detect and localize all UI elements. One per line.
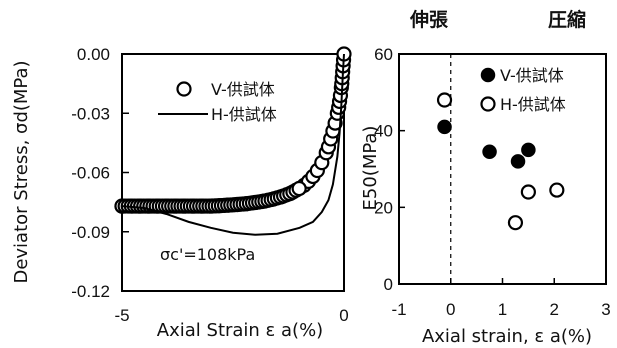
right-x-tick-label: 0 [446,300,455,319]
right-y-tick-label: 0 [384,275,393,294]
right-chart: 0 20 40 60 -1 0 1 2 3 伸張 圧縮 E50(MPa) Axial stra… [360,8,611,347]
left-legend: V-供試体 H-供試体 [158,80,277,124]
right-y-ticks: 0 20 40 60 [374,45,405,294]
h-specimen-e50-point [549,182,565,198]
left-y-tick-label: -0.09 [71,223,110,242]
h-specimen-e50-point [507,215,524,231]
left-y-axis-label: Deviator Stress, σd(MPa) [11,60,32,283]
right-x-tick-label: -1 [391,300,406,319]
right-y-axis-label: E50(MPa) [360,126,381,211]
legend-v-label: V-供試体 [211,80,275,99]
right-x-axis-label: Axial strain, ε a(%) [422,326,592,347]
right-plot-frame [398,53,607,285]
legend-v-filled-marker [480,67,496,83]
h-specimen-e50-point [520,184,536,200]
left-chart: 0.00 -0.03 -0.06 -0.09 -0.12 -5 0 Deviator St… [11,45,352,341]
left-x-axis-label: Axial Strain ε a(%) [157,320,323,341]
h-specimen-line [121,53,345,236]
left-y-ticks: 0.00 -0.03 -0.06 -0.09 -0.12 [71,45,129,301]
right-x-ticks: -1 0 1 2 3 [391,278,611,319]
right-legend-h-label: H-供試体 [500,95,566,114]
v-specimen-e50-point [521,142,536,158]
left-x-ticks: -5 0 [114,306,348,325]
left-y-tick-label: -0.12 [71,282,110,301]
left-x-tick-label: -5 [114,306,129,325]
right-x-tick-label: 1 [498,300,507,319]
region-label-extension: 伸張 [409,8,449,31]
h-specimen-e50-point [436,92,453,108]
confining-pressure-annotation: σc'=108kPa [160,245,255,264]
left-y-tick-label: -0.06 [71,164,110,183]
right-y-tick-label: 40 [374,122,393,141]
right-x-tick-label: 3 [601,300,610,319]
legend-h-label: H-供試体 [211,105,277,124]
right-legend-v-label: V-供試体 [500,66,564,85]
v-specimen-e50-point [482,144,497,159]
left-series [114,46,352,236]
legend-v-marker [176,81,192,97]
left-y-tick-label: 0.00 [77,45,110,64]
right-series [436,92,565,231]
region-label-compression: 圧縮 [548,8,586,31]
right-y-tick-label: 60 [374,45,393,64]
right-legend: V-供試体 H-供試体 [480,66,566,114]
v-specimen-point [291,180,307,197]
right-y-tick-label: 20 [374,198,393,217]
v-specimen-e50-point [437,119,452,135]
left-y-tick-label: -0.03 [71,104,110,123]
left-x-tick-label: 0 [339,306,348,325]
v-specimen-e50-point [510,154,526,169]
legend-h-open-marker [480,96,496,112]
right-x-tick-label: 2 [550,300,559,319]
